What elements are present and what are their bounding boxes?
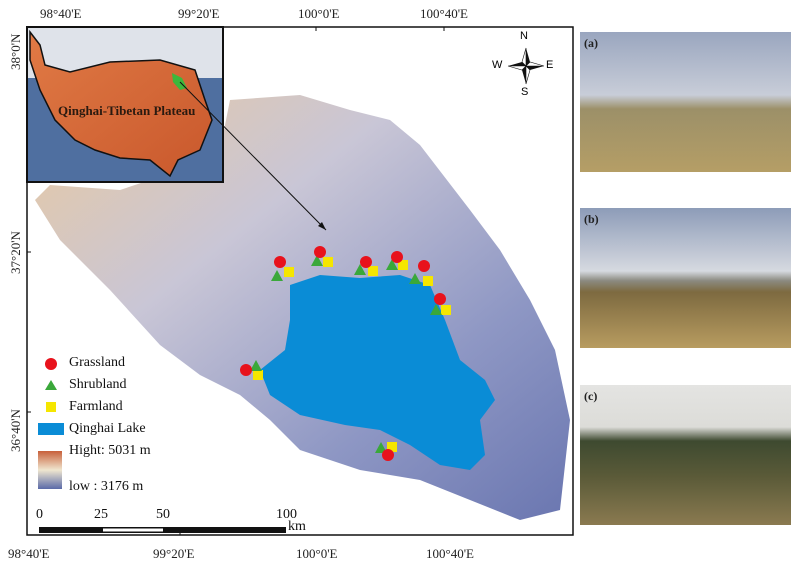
farmland-marker — [323, 257, 333, 267]
farmland-marker — [284, 267, 294, 277]
shrubland-marker — [311, 255, 323, 266]
photo-c: (c) — [580, 385, 791, 525]
x-tick-top: 99°20'E — [178, 6, 220, 21]
scale-tick: 50 — [156, 507, 170, 522]
grassland-marker — [382, 449, 394, 461]
legend-shrubland: Shrubland — [69, 377, 127, 392]
farmland-marker — [387, 442, 397, 452]
shrubland-marker — [250, 360, 262, 371]
farmland-marker — [398, 260, 408, 270]
legend-farmland-icon — [46, 402, 56, 412]
x-tick-bottom: 100°0'E — [296, 546, 338, 561]
shrubland-marker — [430, 304, 442, 315]
locator-arrow — [179, 81, 327, 231]
legend-grassland-icon — [45, 358, 57, 370]
photo-label: (c) — [584, 389, 598, 403]
scale-tick: 0 — [36, 507, 43, 522]
farmland-marker — [368, 266, 378, 276]
x-tick-top: 98°40'E — [40, 6, 82, 21]
x-tick-bottom: 100°40'E — [426, 546, 474, 561]
legend-elevation-ramp — [38, 451, 62, 489]
shrubland-marker — [354, 264, 366, 275]
grassland-marker — [240, 364, 252, 376]
shrubland-marker — [271, 270, 283, 281]
compass-rose-icon — [507, 47, 545, 85]
legend-low: low : 3176 m — [69, 479, 144, 494]
grassland-marker — [391, 251, 403, 263]
farmland-marker — [441, 305, 451, 315]
photo-label: (a) — [584, 36, 598, 50]
grassland-marker — [274, 256, 286, 268]
grassland-marker — [314, 246, 326, 258]
grassland-sites — [240, 246, 446, 461]
compass-n: N — [520, 30, 528, 42]
grassland-marker — [360, 256, 372, 268]
photo-label: (b) — [584, 212, 599, 226]
photo-a: (a) — [580, 32, 791, 172]
shrubland-marker — [375, 442, 387, 453]
grassland-marker — [418, 260, 430, 272]
qinghai-lake — [260, 275, 495, 470]
x-tick-top: 100°0'E — [298, 6, 340, 21]
scale-unit: km — [288, 519, 306, 534]
scale-tick: 25 — [94, 507, 108, 522]
compass-s: S — [521, 86, 529, 98]
compass-w: W — [492, 59, 503, 71]
shrubland-marker — [386, 259, 398, 270]
inset-label: Qinghai-Tibetan Plateau — [58, 103, 196, 118]
grassland-marker — [434, 293, 446, 305]
legend-shrubland-icon — [45, 380, 57, 390]
shrubland-marker — [409, 273, 421, 284]
x-tick-bottom: 99°20'E — [153, 546, 195, 561]
scale-bar — [39, 527, 286, 533]
scale-tick: 100 — [276, 507, 297, 522]
farmland-marker — [423, 276, 433, 286]
x-tick-bottom: 98°40'E — [8, 546, 50, 561]
legend-farmland: Farmland — [69, 399, 123, 414]
shrubland-sites — [250, 255, 442, 453]
farmland-sites — [253, 257, 451, 452]
farmland-marker — [253, 370, 263, 380]
legend-high: Hight: 5031 m — [69, 443, 151, 458]
photo-b: (b) — [580, 208, 791, 348]
compass-e: E — [546, 59, 554, 71]
legend-lake: Qinghai Lake — [69, 421, 146, 436]
inset-map — [26, 26, 224, 183]
legend-lake-icon — [38, 423, 64, 435]
x-tick-top: 100°40'E — [420, 6, 468, 21]
legend-grassland: Grassland — [69, 355, 125, 370]
